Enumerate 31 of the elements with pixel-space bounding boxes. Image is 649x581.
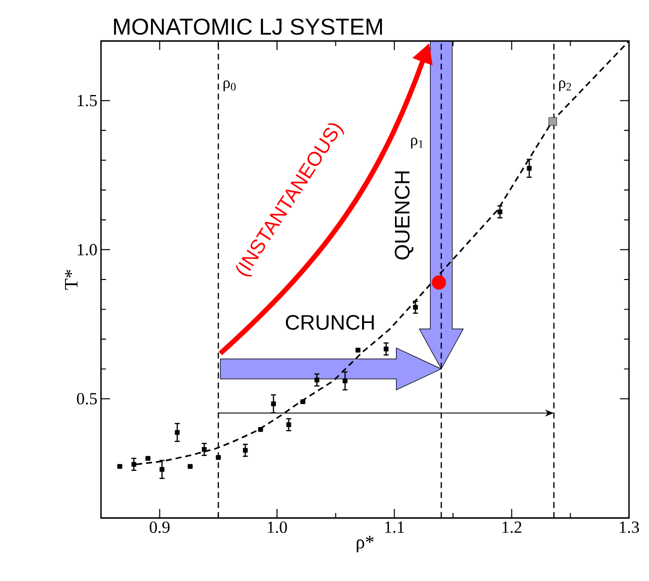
point	[413, 304, 418, 310]
x-tick-label: 1.3	[620, 522, 639, 533]
y-axis-title: T*	[65, 270, 78, 290]
point	[242, 448, 248, 453]
x-tick-label: 1.0	[268, 522, 287, 534]
ref-line-label: ρ$_{2}$	[559, 80, 572, 92]
y-tick-label: 0.5	[76, 392, 97, 404]
point	[271, 401, 276, 406]
annotation: QUENCH	[394, 171, 414, 260]
ref-line-label: ρ$_{0}$	[224, 80, 236, 92]
point	[314, 378, 320, 382]
point	[174, 430, 180, 435]
ref-line-label: ρ$_{1}$	[411, 138, 423, 148]
x-axis-title: ρ*	[356, 536, 374, 552]
point	[526, 166, 532, 171]
chart-title: MONATOMIC LJ SYSTEM	[114, 18, 382, 35]
point	[160, 467, 164, 472]
x-tick-label: 1.1	[385, 522, 404, 533]
y-tick-label: 1.5	[78, 94, 97, 106]
x-tick-label: 1.2	[502, 522, 522, 533]
point	[432, 275, 446, 290]
point	[202, 447, 207, 452]
annotation: CRUNCH	[286, 315, 374, 330]
point	[498, 209, 502, 214]
point	[131, 462, 136, 467]
point	[342, 378, 348, 384]
y-tick-label: 1.0	[78, 244, 97, 256]
point	[548, 117, 557, 126]
point	[384, 346, 389, 352]
x-tick-label: 0.9	[150, 522, 170, 534]
point	[286, 422, 292, 428]
